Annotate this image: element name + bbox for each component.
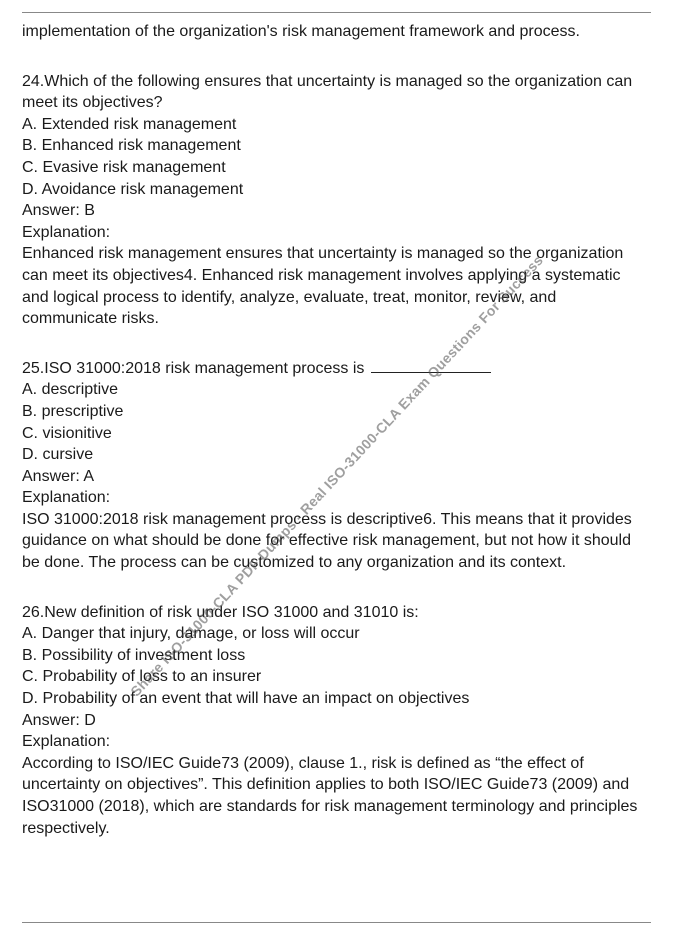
explanation-label: Explanation: [22,731,651,753]
explanation-text: According to ISO/IEC Guide73 (2009), cla… [22,753,651,839]
option-text: Probability of an event that will have a… [42,690,469,707]
option-d: D. Avoidance risk management [22,179,651,201]
answer-line: Answer: B [22,200,651,222]
question-block: 26.New definition of risk under ISO 3100… [22,602,651,840]
answer-value: A [83,468,94,485]
option-c: C. visionitive [22,423,651,445]
option-text: Avoidance risk management [42,181,244,198]
option-a: A. Danger that injury, damage, or loss w… [22,623,651,645]
question-prompt: 25.ISO 31000:2018 risk management proces… [22,358,651,380]
explanation-label: Explanation: [22,487,651,509]
option-c: C. Evasive risk management [22,157,651,179]
answer-line: Answer: D [22,710,651,732]
bottom-rule [22,922,651,923]
answer-label: Answer: [22,468,80,485]
question-text: New definition of risk under ISO 31000 a… [44,604,418,621]
option-text: Possibility of investment loss [42,647,246,664]
option-text: Enhanced risk management [42,137,241,154]
answer-label: Answer: [22,712,80,729]
option-text: visionitive [42,425,111,442]
explanation-text: Enhanced risk management ensures that un… [22,243,651,329]
question-number: 26 [22,604,40,621]
question-prompt: 26.New definition of risk under ISO 3100… [22,602,651,624]
option-c: C. Probability of loss to an insurer [22,666,651,688]
explanation-label: Explanation: [22,222,651,244]
question-number: 24 [22,73,40,90]
question-block: 25.ISO 31000:2018 risk management proces… [22,358,651,574]
option-d: D. Probability of an event that will hav… [22,688,651,710]
option-text: prescriptive [42,403,124,420]
question-number: 25 [22,360,40,377]
question-text: ISO 31000:2018 risk management process i… [44,360,369,377]
option-b: B. prescriptive [22,401,651,423]
option-a: A. Extended risk management [22,114,651,136]
option-text: Probability of loss to an insurer [42,668,261,685]
explanation-text: ISO 31000:2018 risk management process i… [22,509,651,574]
question-text: Which of the following ensures that unce… [22,73,632,112]
question-block: 24.Which of the following ensures that u… [22,71,651,330]
option-text: Extended risk management [42,116,237,133]
question-prompt: 24.Which of the following ensures that u… [22,71,651,114]
option-b: B. Enhanced risk management [22,135,651,157]
answer-label: Answer: [22,202,80,219]
answer-value: B [84,202,95,219]
answer-value: D [84,712,96,729]
top-rule [22,12,651,13]
intro-text: implementation of the organization's ris… [22,21,651,43]
option-d: D. cursive [22,444,651,466]
option-text: Evasive risk management [42,159,225,176]
fill-blank [371,372,491,373]
option-text: Danger that injury, damage, or loss will… [42,625,360,642]
option-text: cursive [42,446,93,463]
option-a: A. descriptive [22,379,651,401]
answer-line: Answer: A [22,466,651,488]
document-page: implementation of the organization's ris… [0,0,673,887]
option-b: B. Possibility of investment loss [22,645,651,667]
option-text: descriptive [42,381,118,398]
